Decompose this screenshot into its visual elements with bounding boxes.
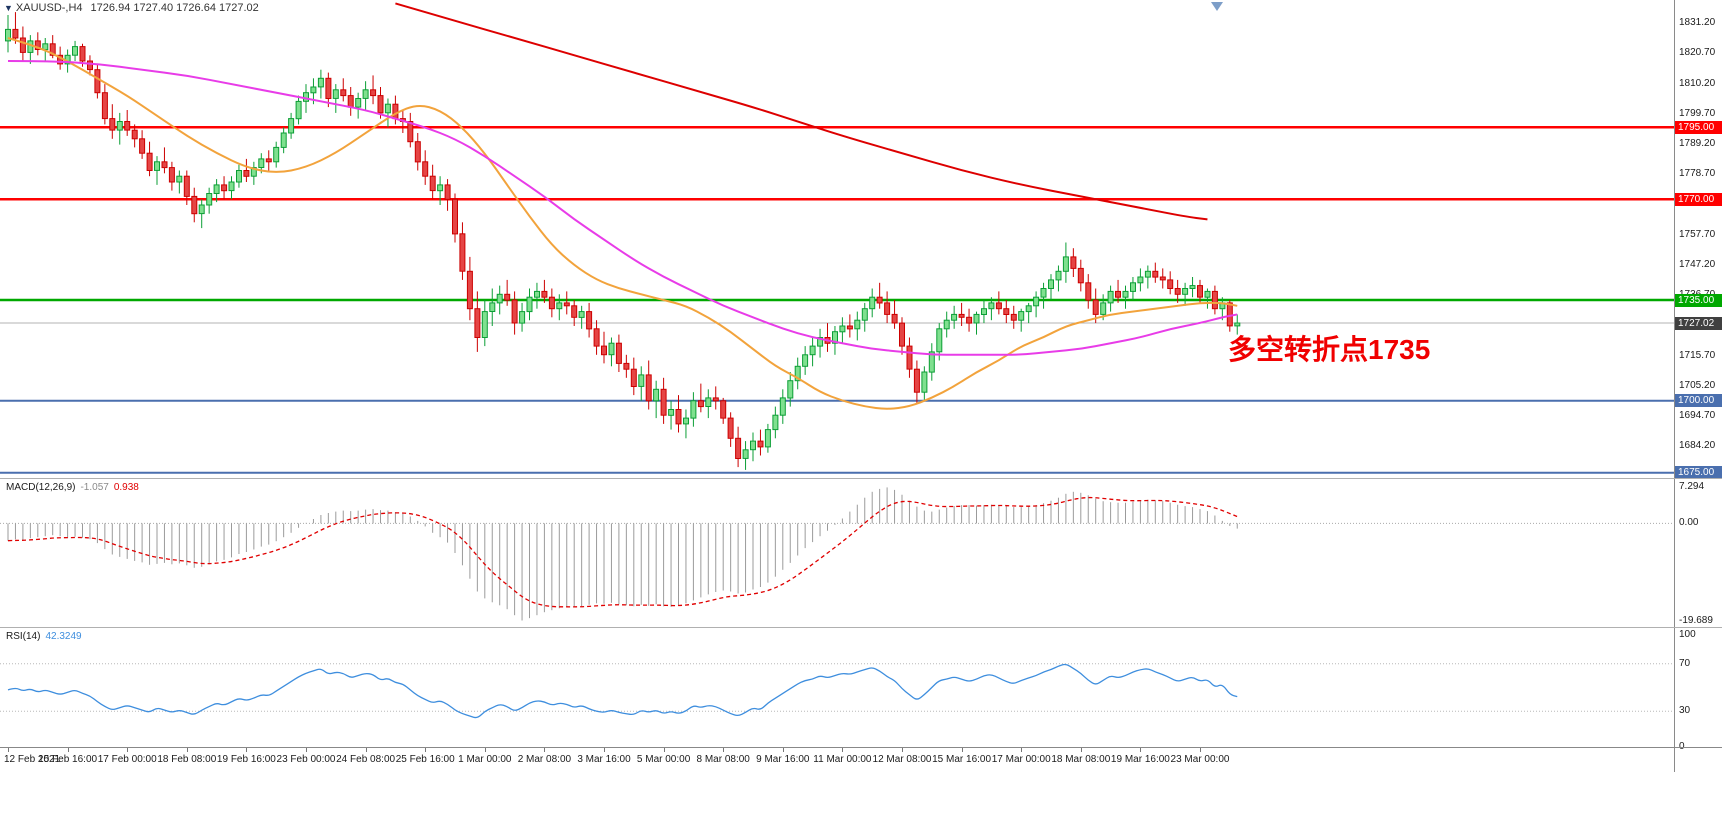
time-tick-label: 17 Feb 00:00 xyxy=(97,754,157,765)
rsi-scale-label: 30 xyxy=(1679,705,1691,716)
pane-separator-macd[interactable] xyxy=(0,478,1722,479)
price-tick-label: 1789.20 xyxy=(1679,138,1716,149)
time-tick-mark xyxy=(246,748,248,752)
time-tick-mark xyxy=(604,748,605,752)
time-tick-mark xyxy=(1140,748,1142,752)
time-tick-label: 18 Feb 08:00 xyxy=(157,754,217,765)
time-tick-label: 5 Mar 00:00 xyxy=(636,754,691,765)
time-tick-label: 9 Mar 16:00 xyxy=(756,754,810,765)
time-tick-mark xyxy=(902,748,903,752)
level-price-badge: 1795.00 xyxy=(1675,121,1722,134)
price-tick-label: 1778.70 xyxy=(1679,168,1716,179)
ohlc-readout: 1726.94 1727.40 1726.64 1727.02 xyxy=(90,2,259,14)
time-tick-label: 15 Feb 16:00 xyxy=(38,754,98,765)
symbol-timeframe-label: XAUUSD-,H4 xyxy=(15,2,83,14)
time-tick-mark xyxy=(186,748,188,752)
time-tick-mark xyxy=(67,748,69,752)
time-tick-label: 24 Feb 08:00 xyxy=(336,754,396,765)
level-price-badge: 1700.00 xyxy=(1675,394,1722,407)
price-tick-label: 1799.70 xyxy=(1679,108,1716,119)
price-tick-label: 1705.20 xyxy=(1679,380,1716,391)
rsi-indicator-label: RSI(14) 42.3249 xyxy=(6,631,82,642)
rsi-value: 42.3249 xyxy=(45,631,82,642)
time-tick-mark xyxy=(961,748,963,752)
time-tick-label: 19 Mar 16:00 xyxy=(1110,754,1170,765)
time-tick-label: 12 Mar 08:00 xyxy=(872,754,932,765)
rsi-scale-label: 0 xyxy=(1679,741,1685,752)
time-tick-label: 25 Feb 16:00 xyxy=(395,754,455,765)
price-tick-label: 1715.70 xyxy=(1679,350,1716,361)
time-tick-label: 17 Mar 00:00 xyxy=(991,754,1051,765)
time-tick-mark xyxy=(365,748,367,752)
rsi-name: RSI(14) xyxy=(6,631,41,642)
time-axis[interactable]: 12 Feb 2021 15 Feb 16:00 17 Feb 00:00 18 Fe… xyxy=(0,748,1674,774)
price-tick-label: 1820.70 xyxy=(1679,47,1716,58)
chart-shift-marker[interactable] xyxy=(1211,2,1223,11)
macd-scale-label: -19.689 xyxy=(1679,615,1713,626)
macd-name: MACD(12,26,9) xyxy=(6,482,76,493)
level-price-badge: 1770.00 xyxy=(1675,193,1722,206)
price-tick-label: 1747.20 xyxy=(1679,259,1716,270)
chart-menu-icon[interactable]: ▼ xyxy=(4,3,13,13)
price-tick-label: 1810.20 xyxy=(1679,78,1716,89)
macd-signal-value: 0.938 xyxy=(113,482,139,493)
pane-separator-rsi[interactable] xyxy=(0,627,1722,628)
rsi-scale-label: 70 xyxy=(1679,658,1691,669)
price-scale[interactable]: 1831.20 1820.70 1810.20 1799.70 1789.20 1778.… xyxy=(1674,0,1722,772)
time-tick-label: 18 Mar 08:00 xyxy=(1051,754,1111,765)
time-tick-mark xyxy=(1200,748,1201,752)
time-tick-mark xyxy=(425,748,427,752)
time-tick-label: 23 Feb 00:00 xyxy=(276,754,336,765)
time-tick-mark xyxy=(723,748,725,752)
macd-scale-label: 7.294 xyxy=(1679,481,1705,492)
time-tick-label: 12 Feb 2021 xyxy=(4,754,61,765)
level-price-badge: 1735.00 xyxy=(1675,294,1722,307)
time-tick-mark xyxy=(544,748,546,752)
time-tick-mark xyxy=(1080,748,1082,752)
macd-pane-canvas[interactable] xyxy=(0,479,1674,627)
macd-indicator-label: MACD(12,26,9) -1.057 0.938 xyxy=(6,482,139,493)
time-tick-label: 3 Mar 16:00 xyxy=(577,754,631,765)
time-tick-label: 2 Mar 08:00 xyxy=(517,754,572,765)
pane-separator-axis[interactable] xyxy=(0,747,1722,748)
level-price-badge: 1675.00 xyxy=(1675,466,1722,479)
time-tick-mark xyxy=(842,748,844,752)
time-tick-label: 23 Mar 00:00 xyxy=(1170,754,1230,765)
price-tick-label: 1831.20 xyxy=(1679,17,1716,28)
time-tick-mark xyxy=(484,748,486,752)
time-tick-mark xyxy=(8,748,9,752)
rsi-scale-label: 100 xyxy=(1679,629,1696,640)
annotation-text[interactable]: 多空转折点1735 xyxy=(1228,334,1431,365)
time-tick-mark xyxy=(663,748,665,752)
time-tick-mark xyxy=(127,748,129,752)
macd-main-value: -1.057 xyxy=(80,482,109,493)
chart-title: ▼ XAUUSD-,H4 1726.94 1727.40 1726.64 1727.… xyxy=(4,2,259,14)
time-tick-label: 15 Mar 16:00 xyxy=(932,754,992,765)
time-tick-label: 1 Mar 00:00 xyxy=(458,754,512,765)
time-tick-mark xyxy=(306,748,307,752)
price-tick-label: 1694.70 xyxy=(1679,410,1716,421)
time-tick-mark xyxy=(782,748,784,752)
price-tick-label: 1684.20 xyxy=(1679,440,1716,451)
time-tick-label: 11 Mar 00:00 xyxy=(813,754,872,765)
current-price-badge: 1727.02 xyxy=(1675,317,1722,330)
price-tick-label: 1757.70 xyxy=(1679,229,1716,240)
main-chart-canvas[interactable] xyxy=(0,0,1674,478)
time-tick-label: 8 Mar 08:00 xyxy=(696,754,750,765)
macd-scale-label: 0.00 xyxy=(1679,517,1699,528)
time-tick-mark xyxy=(1021,748,1023,752)
rsi-pane-canvas[interactable] xyxy=(0,628,1674,747)
time-tick-label: 19 Feb 16:00 xyxy=(216,754,276,765)
